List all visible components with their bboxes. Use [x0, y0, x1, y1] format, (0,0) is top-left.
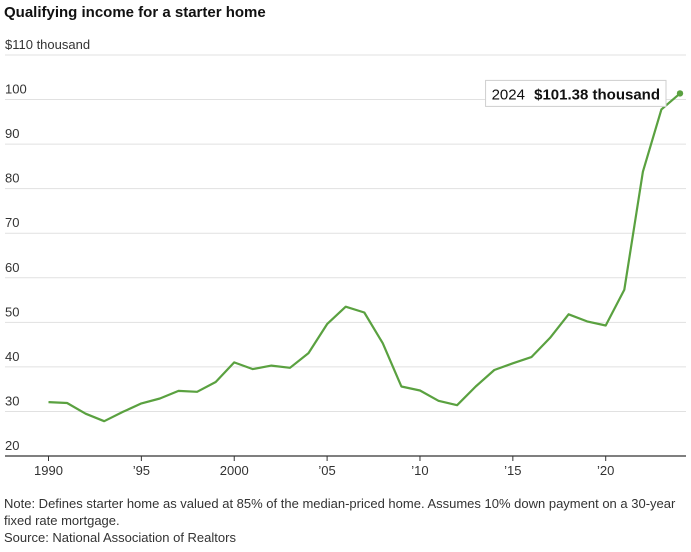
y-tick-label: $110 thousand — [5, 37, 90, 52]
x-tick-label: ’95 — [133, 463, 150, 478]
chart-source: Source: National Association of Realtors — [4, 530, 236, 545]
y-tick-label: 100 — [5, 82, 27, 97]
y-tick-label: 60 — [5, 260, 19, 275]
y-tick-label: 70 — [5, 215, 19, 230]
y-tick-label: 50 — [5, 304, 19, 319]
y-tick-label: 80 — [5, 171, 19, 186]
x-axis: 1990 ’95 2000 ’05 ’10 ’15 ’20 — [5, 455, 686, 478]
callout-value: $101.38 thousand — [534, 86, 660, 103]
end-point-marker — [676, 90, 684, 97]
chart-footer: Note: Defines starter home as valued at … — [4, 495, 688, 546]
callout-box — [485, 79, 667, 107]
x-tick-label: 2000 — [220, 463, 249, 478]
y-tick-label: 90 — [5, 126, 19, 141]
y-axis-labels: 20 30 40 50 60 70 80 90 100 $110 thousand — [5, 37, 90, 453]
callout-year: 2024 — [492, 86, 525, 103]
gridlines — [5, 54, 686, 412]
y-tick-label: 40 — [5, 349, 19, 364]
y-tick-label: 30 — [5, 393, 19, 408]
series-line — [48, 92, 681, 423]
chart-note: Note: Defines starter home as valued at … — [4, 496, 676, 528]
x-tick-label: ’10 — [411, 463, 428, 478]
x-tick-label: ’05 — [318, 463, 335, 478]
x-tick-label: 1990 — [34, 463, 63, 478]
x-tick-label: ’20 — [597, 463, 614, 478]
x-tick-label: ’15 — [504, 463, 521, 478]
y-tick-label: 20 — [5, 438, 19, 453]
callout-text: 2024 $101.38 thousand — [492, 86, 660, 103]
line-chart: 20 30 40 50 60 70 80 90 100 $110 thousand 1990 ’95… — [5, 37, 686, 478]
chart-title: Qualifying income for a starter home — [4, 4, 266, 21]
end-value-callout: 2024 $101.38 thousand — [485, 79, 667, 107]
